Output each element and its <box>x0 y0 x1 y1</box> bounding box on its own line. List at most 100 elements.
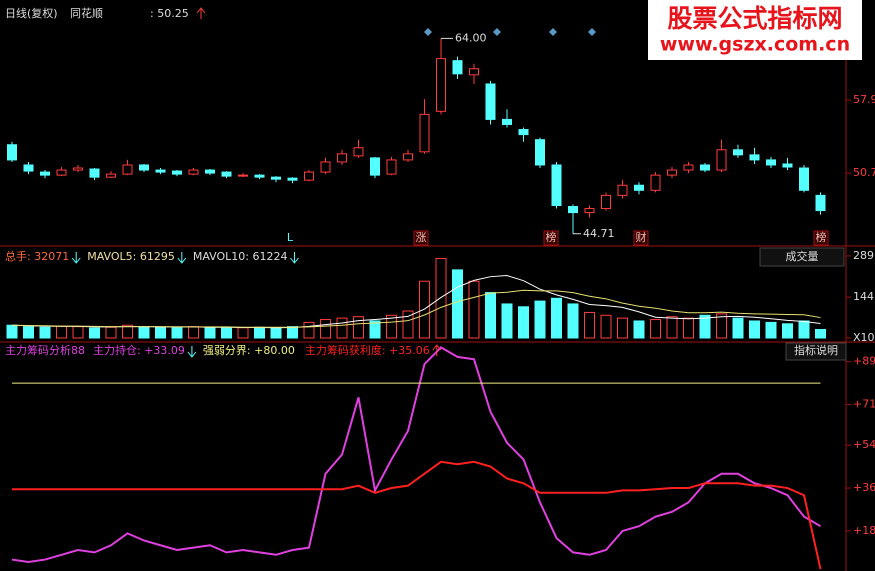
stock-name: 同花顺 <box>70 7 103 20</box>
indicator-legend: 强弱分界: +80.00 <box>203 344 295 357</box>
candle-body <box>749 154 760 161</box>
candle-body <box>254 174 265 178</box>
volume-bar <box>402 310 414 339</box>
event-marker: 财 <box>636 230 647 244</box>
volume-bar <box>270 327 282 339</box>
marker-box <box>813 230 829 246</box>
volume-bar <box>551 297 562 339</box>
candle-body <box>7 144 17 161</box>
candle-body <box>238 174 248 177</box>
down-arrow <box>290 252 299 264</box>
watermark-url: www.gszx.com.cn <box>660 34 850 56</box>
volume-bar <box>584 311 595 339</box>
candle-body <box>403 153 413 161</box>
low-annotation: 44.71 <box>583 227 615 240</box>
candle-body <box>353 147 364 157</box>
volume-bar <box>485 292 496 339</box>
candle-body <box>320 161 331 173</box>
volume-button[interactable] <box>759 247 845 267</box>
indicator-line <box>12 460 822 570</box>
volume-bar <box>765 321 777 339</box>
candle-body <box>667 169 677 176</box>
marker-box <box>633 230 649 246</box>
volume-legend: MAVOL10: 61224 <box>193 250 288 263</box>
candle-body <box>584 208 595 214</box>
indicator-legend: 主力筹码获利度: +35.06 <box>305 343 430 357</box>
candle-body <box>733 149 743 156</box>
y-tick-label: 289 <box>853 249 874 262</box>
down-arrow <box>177 252 187 264</box>
candle-body <box>551 164 562 207</box>
y-tick-label: X10 <box>853 331 875 344</box>
candle-body <box>40 171 50 176</box>
volume-legend: MAVOL5: 61295 <box>87 250 175 263</box>
volume-bar <box>369 320 381 339</box>
candle-body <box>502 118 512 125</box>
volume-bar <box>435 258 447 339</box>
candle-body <box>271 176 281 180</box>
candle-body <box>452 60 463 75</box>
candle-body <box>650 174 661 191</box>
indicator-line <box>11 346 822 563</box>
candle-body <box>23 164 34 172</box>
candle-body <box>700 164 710 171</box>
volume-bar <box>303 321 315 339</box>
candle-body <box>601 194 611 210</box>
volume-bar <box>419 280 430 339</box>
candle-body <box>337 153 347 163</box>
indicator-help-button[interactable] <box>785 342 847 361</box>
candle-body <box>766 159 776 166</box>
volume-button-label[interactable]: 成交量 <box>786 249 819 263</box>
y-tick-label: 50.7 <box>853 166 875 179</box>
volume-bar <box>716 313 727 339</box>
volume-bar <box>188 326 199 339</box>
indicator-help-label[interactable]: 指标说明 <box>794 343 838 357</box>
candle-body <box>139 164 149 171</box>
y-tick-label: +18 <box>853 524 875 537</box>
candle-body <box>485 83 496 120</box>
period: 日线(复权) <box>5 6 58 20</box>
volume-bar <box>749 320 760 339</box>
y-tick-label: +54 <box>853 438 875 451</box>
volume-bar <box>633 320 645 339</box>
candle-body <box>535 139 545 166</box>
volume-bar <box>72 326 84 339</box>
volume-bar <box>567 303 579 339</box>
candle-body <box>56 169 67 176</box>
volume-bar <box>237 327 249 339</box>
event-diamonds <box>424 28 596 36</box>
indicator-legend: 主力持仓: +33.09 <box>93 343 185 357</box>
y-tick-label: +36 <box>853 481 875 494</box>
candle-body <box>436 58 446 112</box>
volume-bar <box>23 326 34 339</box>
volume-legend: 总手: 32071 <box>5 249 69 263</box>
volume-bar <box>39 326 51 339</box>
candle-body <box>419 113 430 153</box>
y-tick-label: 144 <box>853 290 874 303</box>
volume-bar <box>534 300 546 339</box>
candle-body <box>188 169 199 175</box>
volume-bar <box>650 319 661 339</box>
price-label: : 50.25 <box>150 7 189 20</box>
candle-body <box>106 173 116 178</box>
candle-body <box>205 169 215 174</box>
volume-bar <box>782 323 793 339</box>
up-arrow <box>196 7 206 19</box>
volume-bar <box>221 327 232 339</box>
volume-bar <box>815 328 826 339</box>
candle-body <box>172 170 182 175</box>
volume-bar <box>699 314 711 339</box>
candle-body <box>716 149 727 171</box>
volume-bar <box>287 326 298 339</box>
event-marker: L <box>287 231 294 244</box>
volume-bar <box>320 319 331 339</box>
volume-bar <box>155 326 166 339</box>
candle-body <box>287 177 298 181</box>
event-marker: 榜 <box>546 230 557 244</box>
volume-bar <box>468 280 480 339</box>
high-annotation: 64.00 <box>455 31 487 44</box>
volume-bar <box>518 306 529 339</box>
event-marker: 涨 <box>416 231 427 244</box>
